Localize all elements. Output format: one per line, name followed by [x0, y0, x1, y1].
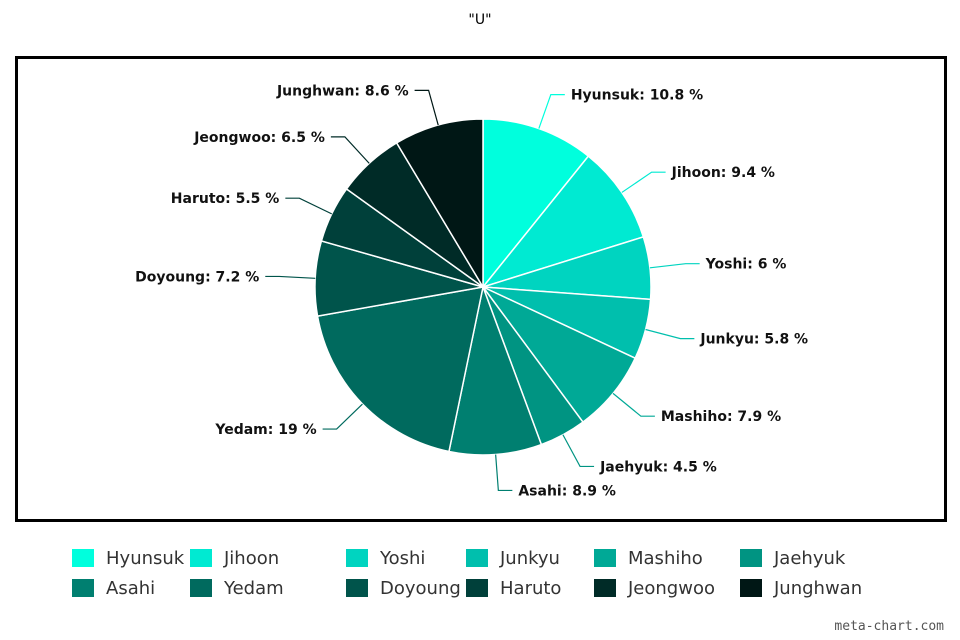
legend-swatch [466, 579, 488, 597]
legend-label: Junkyu [500, 547, 560, 569]
legend-swatch [594, 579, 616, 597]
legend-swatch [594, 549, 616, 567]
legend-swatch [346, 549, 368, 567]
legend-item-jeongwoo[interactable]: Jeongwoo [594, 576, 715, 600]
leader-line-yedam [322, 403, 363, 430]
legend-label: Jaehyuk [774, 547, 846, 569]
watermark: meta-chart.com [834, 619, 944, 634]
pie-slice-junghwan[interactable] [395, 118, 484, 290]
legend-item-yedam[interactable]: Yedam [190, 576, 284, 600]
legend-swatch [72, 549, 94, 567]
legend-item-mashiho[interactable]: Mashiho [594, 546, 703, 570]
legend-swatch [190, 549, 212, 567]
legend-item-jihoon[interactable]: Jihoon [190, 546, 279, 570]
slice-label-asahi: Asahi: 8.9 % [518, 483, 616, 499]
leader-line-junghwan [414, 89, 439, 126]
leader-line-jihoon [621, 171, 666, 193]
legend-label: Mashiho [628, 547, 703, 569]
legend-label: Yoshi [380, 547, 426, 569]
legend-swatch [190, 579, 212, 597]
leader-line-haruto [285, 197, 333, 215]
slice-label-jaehyuk: Jaehyuk: 4.5 % [599, 459, 717, 475]
legend-label: Haruto [500, 577, 562, 599]
legend-label: Junghwan [774, 577, 863, 599]
leader-line-jaehyuk [562, 434, 595, 468]
leader-line-jeongwoo [330, 136, 370, 164]
legend-swatch [346, 579, 368, 597]
slice-label-yoshi: Yoshi: 6 % [705, 257, 787, 273]
slice-label-doyoung: Doyoung: 7.2 % [135, 269, 259, 285]
legend-swatch [466, 549, 488, 567]
leader-line-mashiho [612, 392, 655, 417]
legend-label: Jihoon [224, 547, 280, 569]
slice-label-junkyu: Junkyu: 5.8 % [699, 332, 808, 348]
slice-label-hyunsuk: Hyunsuk: 10.8 % [571, 88, 703, 104]
legend-label: Asahi [106, 577, 156, 599]
legend-item-junghwan[interactable]: Junghwan [740, 576, 862, 600]
slice-label-mashiho: Mashiho: 7.9 % [661, 409, 781, 425]
legend-item-asahi[interactable]: Asahi [72, 576, 155, 600]
slice-label-junghwan: Junghwan: 8.6 % [276, 83, 409, 99]
legend-item-junkyu[interactable]: Junkyu [466, 546, 560, 570]
legend-label: Yedam [224, 577, 284, 599]
legend-item-jaehyuk[interactable]: Jaehyuk [740, 546, 845, 570]
legend-swatch [72, 579, 94, 597]
plot-area: Hyunsuk: 10.8 % Jihoon: 9.4 % Yoshi: 6 % Ju… [15, 56, 947, 522]
slice-label-jihoon: Jihoon: 9.4 % [671, 165, 775, 181]
chart-title: "U" [468, 12, 492, 28]
legend-item-yoshi[interactable]: Yoshi [346, 546, 425, 570]
legend-label: Jeongwoo [628, 577, 715, 599]
pie-slice-jihoon[interactable] [480, 155, 645, 289]
legend-item-haruto[interactable]: Haruto [466, 576, 561, 600]
legend-swatch [740, 549, 762, 567]
leader-line-junkyu [645, 328, 695, 340]
leader-line-asahi [495, 454, 513, 492]
leader-line-yoshi [649, 263, 700, 269]
pie-slice-yedam[interactable] [316, 286, 484, 453]
slice-label-haruto: Haruto: 5.5 % [171, 191, 280, 207]
slice-label-yedam: Yedam: 19 % [214, 422, 316, 438]
pie-slice-asahi[interactable] [448, 284, 543, 456]
pie-slice-hyunsuk[interactable] [482, 118, 590, 290]
legend-label: Hyunsuk [106, 547, 185, 569]
legend-item-hyunsuk[interactable]: Hyunsuk [72, 546, 184, 570]
slice-label-jeongwoo: Jeongwoo: 6.5 % [193, 130, 325, 146]
legend-item-doyoung[interactable]: Doyoung [346, 576, 461, 600]
leader-line-hyunsuk [538, 94, 565, 129]
legend-swatch [740, 579, 762, 597]
legend-label: Doyoung [380, 577, 461, 599]
leader-line-doyoung [265, 275, 316, 279]
pie-chart: Hyunsuk: 10.8 % Jihoon: 9.4 % Yoshi: 6 % Ju… [135, 83, 808, 499]
